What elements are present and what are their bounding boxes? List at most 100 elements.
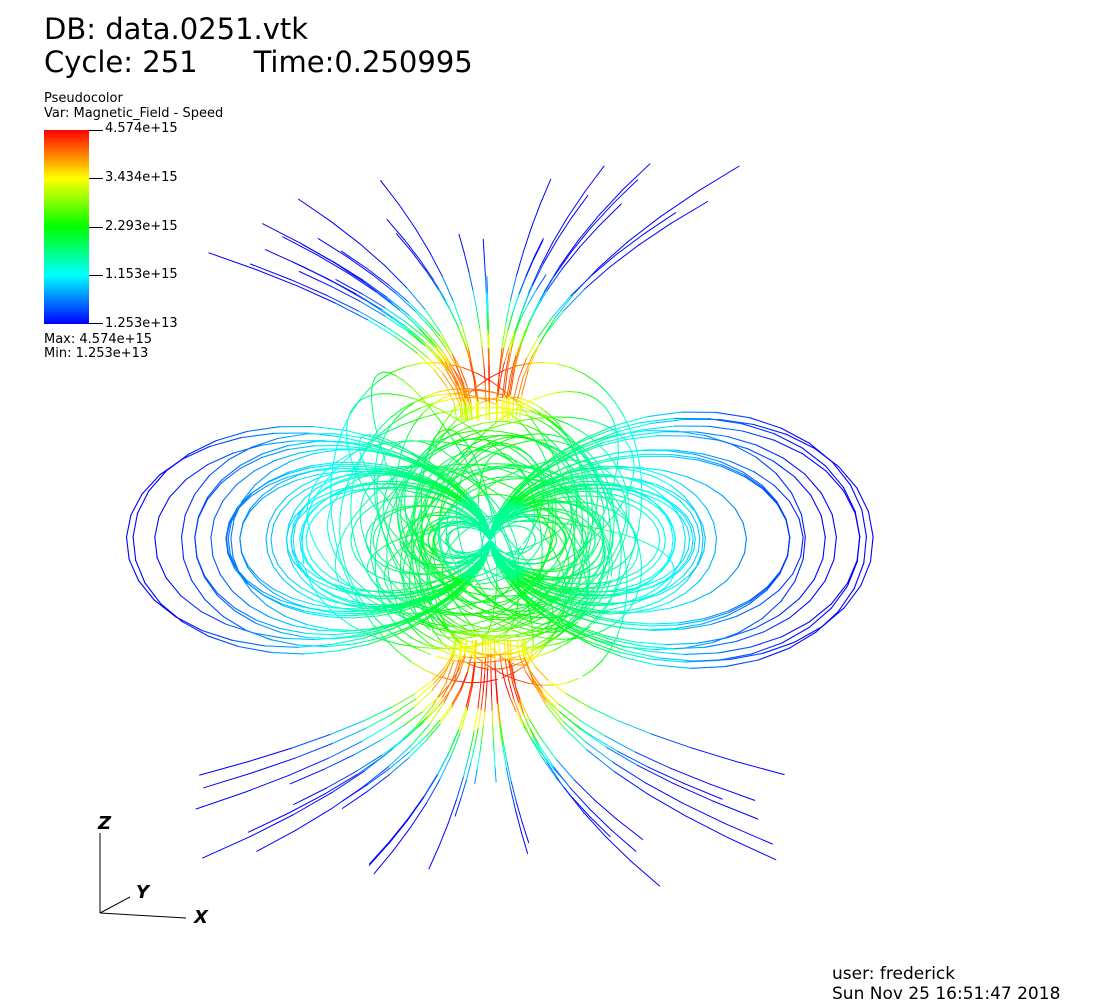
field-line-segment [403,584,409,593]
field-line-segment [568,577,572,584]
field-line-segment [670,201,709,224]
field-line-segment [615,449,646,454]
field-line-segment [581,583,598,585]
field-line-segment [676,574,690,587]
field-line-segment [537,611,561,628]
field-line-segment [708,418,743,425]
field-line-segment [590,456,618,464]
field-line-segment [450,481,461,488]
field-line-segment [546,483,558,490]
field-line-segment [637,512,642,532]
field-line-segment [460,522,468,525]
field-line-segment [354,637,383,645]
field-line-segment [682,548,689,561]
field-line-segment [483,481,488,494]
field-line-segment [435,484,451,494]
field-line-segment [566,454,577,462]
field-line-segment [631,431,665,437]
field-line-segment [234,610,257,624]
field-line-segment [464,621,475,627]
field-line-segment [392,726,416,750]
field-line-segment [395,375,404,381]
field-line-segment [445,568,451,575]
field-line-segment [580,548,586,560]
field-line-segment [433,465,443,469]
field-line-segment [753,424,787,435]
field-line-segment [462,438,469,446]
field-line-segment [454,632,474,637]
field-line-segment [431,484,441,490]
field-line-segment [518,626,532,631]
field-line-segment [491,545,497,552]
field-line-segment [441,602,450,612]
field-line-segment [715,411,751,419]
field-line-segment [476,377,491,387]
field-line-segment [304,568,311,583]
field-line-segment [449,435,469,445]
field-line-segment [335,279,363,295]
field-line-segment [478,474,495,481]
field-line-segment [261,590,282,602]
field-line-segment [652,628,683,631]
field-line-segment [493,452,499,456]
field-line-segment [405,517,410,531]
field-line-segment [672,491,687,503]
field-line-segment [479,475,482,484]
field-line-segment [387,598,399,608]
field-line-segment [546,268,563,291]
field-line-segment [519,603,527,606]
field-line-segment [464,591,472,597]
field-line-segment [404,482,408,495]
field-line-segment [667,557,673,564]
field-line-segment [644,512,654,522]
field-line-segment [377,514,384,532]
field-line-segment [362,493,375,507]
field-line-segment [334,455,348,464]
field-line-segment [436,553,440,560]
field-line-segment [544,470,559,476]
field-line-segment [401,592,414,603]
field-line-segment [412,593,422,605]
field-line-segment [532,467,546,472]
field-line-segment [434,422,445,439]
field-line-segment [666,515,674,528]
field-line-segment [437,388,452,393]
field-line-segment [509,354,517,378]
field-line-segment [301,549,305,565]
field-line-segment [575,612,594,616]
field-line-segment [570,518,573,529]
field-line-segment [610,493,627,499]
field-line-segment [375,451,401,459]
field-line-segment [558,535,563,542]
field-line-segment [486,664,502,674]
field-line-segment [363,604,376,610]
field-line-segment [562,572,566,584]
field-line-segment [601,602,610,615]
field-line-segment [647,628,676,631]
field-line-segment [742,430,775,441]
field-line-segment [624,646,656,651]
field-line-segment [424,555,430,563]
field-line-segment [386,621,412,632]
field-line-segment [557,422,566,435]
field-line-segment [578,467,599,471]
field-line-segment [290,279,327,296]
field-line-segment [536,604,543,606]
field-line-segment [418,489,423,498]
field-line-segment [476,548,482,551]
field-line-segment [406,539,412,553]
field-line-segment [860,561,872,587]
field-line-segment [550,531,559,537]
field-line-segment [546,476,562,487]
field-line-segment [578,391,589,396]
field-line-segment [425,402,441,410]
field-line-segment [548,556,556,561]
field-line-segment [587,394,597,400]
field-line-segment [581,508,584,522]
field-line-segment [773,433,803,449]
field-line-segment [443,510,449,517]
field-line-segment [383,567,387,575]
field-line-segment [441,494,456,502]
field-line-segment [601,516,609,525]
field-line-segment [717,646,752,654]
